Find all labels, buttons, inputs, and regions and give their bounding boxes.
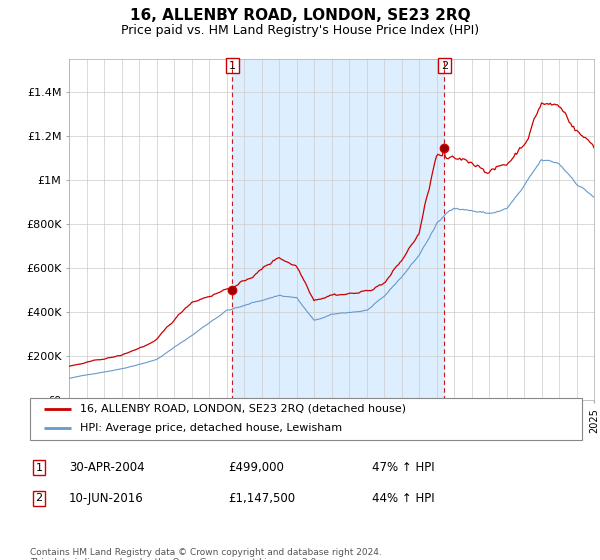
Text: 16, ALLENBY ROAD, LONDON, SE23 2RQ (detached house): 16, ALLENBY ROAD, LONDON, SE23 2RQ (deta… <box>80 404 406 414</box>
Text: 47% ↑ HPI: 47% ↑ HPI <box>372 461 434 474</box>
Text: 2: 2 <box>35 493 43 503</box>
Text: 44% ↑ HPI: 44% ↑ HPI <box>372 492 434 505</box>
Text: Contains HM Land Registry data © Crown copyright and database right 2024.
This d: Contains HM Land Registry data © Crown c… <box>30 548 382 560</box>
Text: £1,147,500: £1,147,500 <box>228 492 295 505</box>
FancyBboxPatch shape <box>30 398 582 440</box>
Text: 1: 1 <box>35 463 43 473</box>
Text: 1: 1 <box>229 60 236 71</box>
Text: £499,000: £499,000 <box>228 461 284 474</box>
Text: 16, ALLENBY ROAD, LONDON, SE23 2RQ: 16, ALLENBY ROAD, LONDON, SE23 2RQ <box>130 8 470 24</box>
Text: Price paid vs. HM Land Registry's House Price Index (HPI): Price paid vs. HM Land Registry's House … <box>121 24 479 37</box>
Text: 10-JUN-2016: 10-JUN-2016 <box>69 492 144 505</box>
Bar <box>232 59 444 400</box>
Text: 2: 2 <box>440 60 448 71</box>
Text: HPI: Average price, detached house, Lewisham: HPI: Average price, detached house, Lewi… <box>80 423 342 433</box>
Text: 30-APR-2004: 30-APR-2004 <box>69 461 145 474</box>
